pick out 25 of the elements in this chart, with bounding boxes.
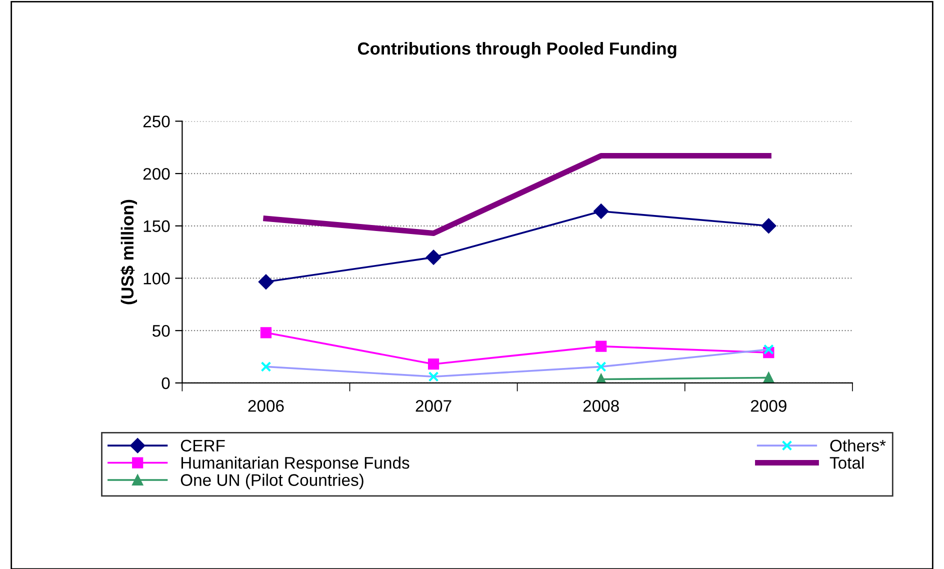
x-tick-label: 2008 — [583, 400, 619, 412]
y-tick-label: 50 — [152, 324, 170, 337]
point — [596, 340, 607, 352]
legend-label: CERF — [180, 440, 225, 452]
point — [258, 274, 274, 290]
point — [260, 327, 272, 338]
legend-label: Humanitarian Response Funds — [181, 456, 410, 472]
x-tick-label: 2007 — [416, 400, 452, 412]
y-tick-label: 200 — [143, 168, 170, 180]
point — [426, 250, 442, 265]
y-tick-label: 250 — [143, 116, 170, 128]
x-tick-label: 2006 — [248, 400, 284, 412]
y-tick-label: 0 — [162, 377, 170, 390]
legend-label: Others* — [830, 439, 886, 452]
y-tick-label: 150 — [144, 220, 170, 232]
point — [594, 204, 609, 219]
point — [763, 372, 774, 383]
y-tick-label: 100 — [144, 272, 170, 284]
point — [761, 218, 776, 234]
legend-label: One UN (Pilot Countries) — [180, 474, 364, 490]
y-axis-title: (US$ million) — [120, 200, 138, 304]
legend-label: Total — [830, 456, 864, 469]
point — [428, 358, 440, 370]
chart-title: Contributions through Pooled Funding — [358, 42, 676, 58]
x-tick-label: 2009 — [750, 400, 786, 412]
